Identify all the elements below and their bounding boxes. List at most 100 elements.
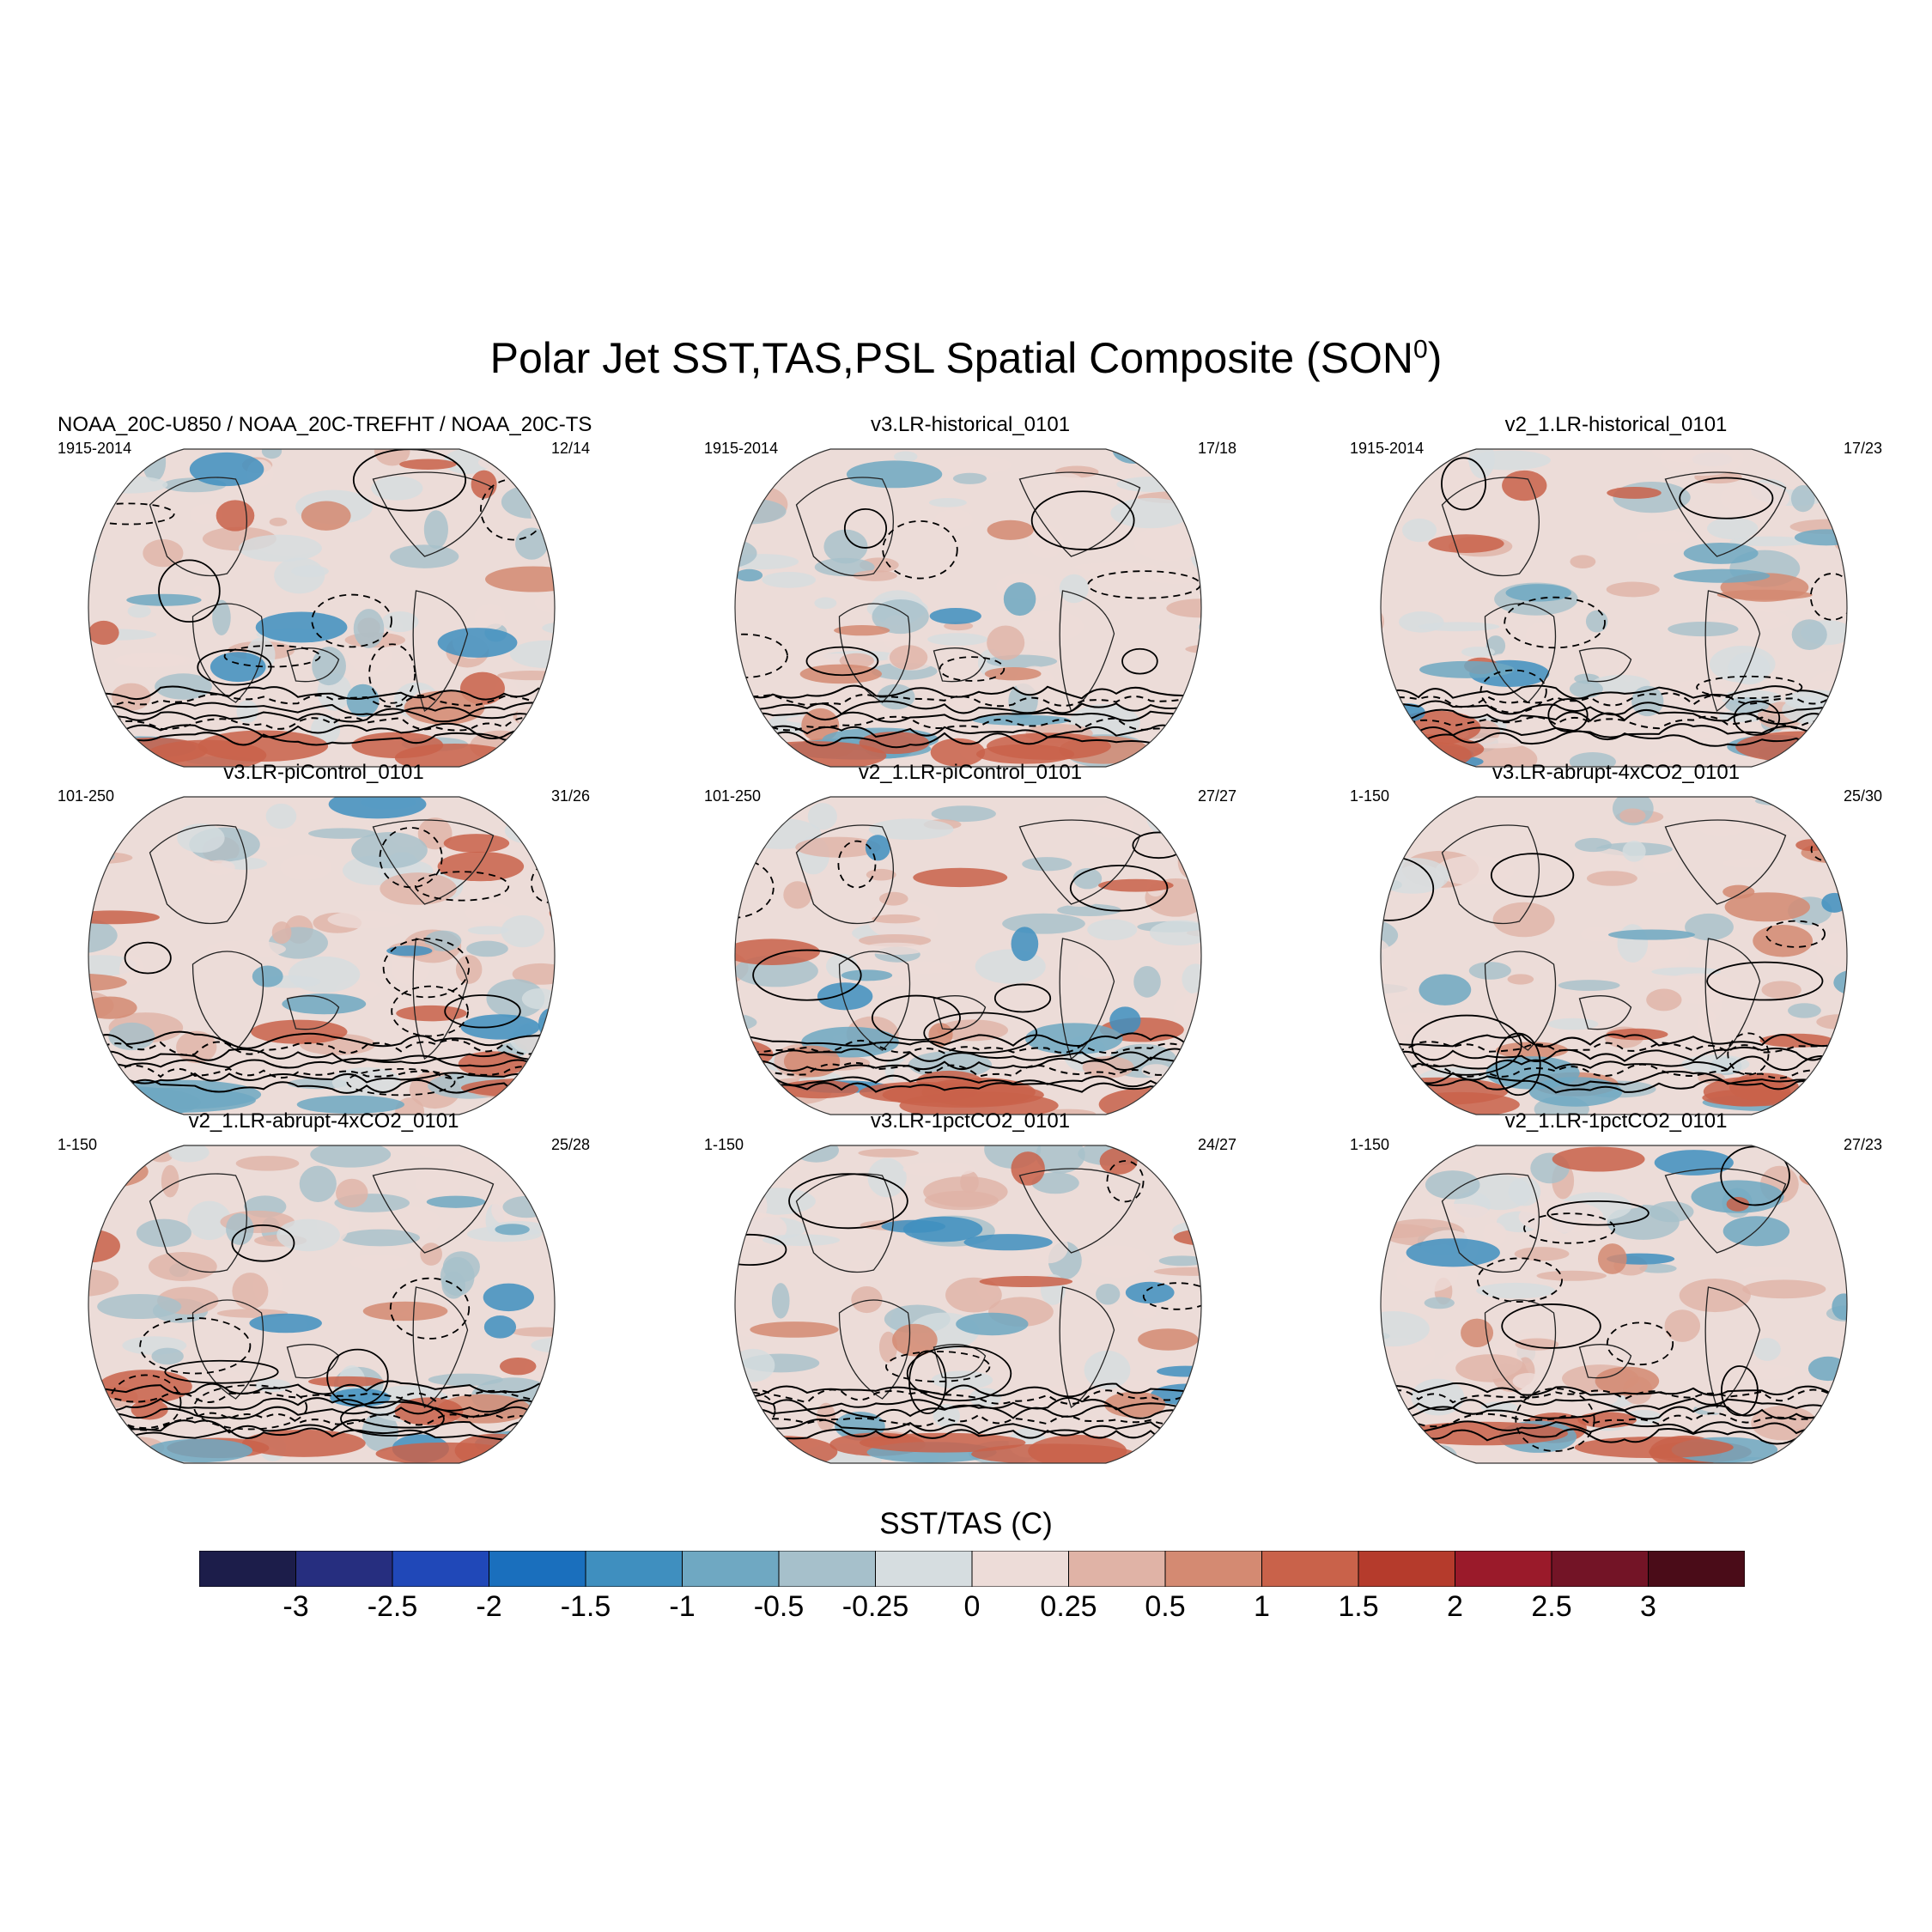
psl-contour — [444, 994, 521, 1029]
anomaly-patch — [945, 1277, 1002, 1313]
anomaly-patch — [817, 1402, 835, 1431]
anomaly-patch — [204, 860, 235, 875]
anomaly-patch — [1683, 542, 1759, 564]
anomaly-patch — [1138, 1328, 1199, 1351]
anomaly-patch — [1525, 622, 1557, 651]
anomaly-patch — [282, 993, 367, 1015]
anomaly-patch — [1679, 1279, 1751, 1313]
anomaly-patch — [276, 1218, 340, 1252]
anomaly-patch — [1595, 1366, 1660, 1396]
map-outline — [88, 1145, 556, 1464]
map-panel: v3.LR-abrupt-4xCO2_0101 1-150 25/30 — [1350, 761, 1882, 1115]
anomaly-patch — [1024, 1023, 1123, 1055]
psl-contour — [1381, 715, 1847, 730]
psl-contour — [389, 1277, 471, 1340]
colorbar-segment — [1551, 1551, 1649, 1587]
psl-contour — [735, 684, 1201, 700]
anomaly-patch — [984, 666, 1042, 681]
anomaly-patch — [531, 1337, 555, 1353]
anomaly-patch — [236, 700, 258, 723]
coastline — [149, 477, 247, 577]
psl-contour — [88, 1030, 555, 1049]
anomaly-patch — [1722, 859, 1771, 868]
anomaly-patch — [834, 625, 890, 636]
anomaly-patch — [1788, 1003, 1821, 1018]
anomaly-patch — [1003, 582, 1036, 617]
psl-contour — [158, 559, 221, 623]
map-outline — [88, 796, 556, 1115]
anomaly-patch — [1794, 529, 1847, 546]
anomaly-patch — [1145, 797, 1181, 835]
anomaly-patch — [1450, 1145, 1473, 1162]
anomaly-patch — [440, 1256, 475, 1297]
anomaly-patch — [362, 1301, 448, 1321]
panel-period: 1-150 — [1350, 787, 1390, 805]
anomaly-patch — [867, 1157, 907, 1198]
anomaly-patch — [931, 1370, 993, 1390]
anomaly-patch — [511, 1327, 555, 1337]
anomaly-patch — [1791, 619, 1827, 650]
anomaly-patch — [255, 611, 348, 643]
anomaly-patch — [554, 1269, 555, 1301]
anomaly-patch — [1821, 892, 1847, 913]
anomaly-patch — [1586, 871, 1637, 886]
anomaly-patch — [1725, 697, 1770, 714]
anomaly-patch — [1807, 1356, 1847, 1382]
anomaly-patch — [1205, 1188, 1232, 1203]
psl-contour — [88, 716, 555, 732]
world-map — [88, 448, 556, 768]
panel-period: 1915-2014 — [704, 440, 779, 457]
colorbar-tick-label: -0.5 — [753, 1590, 805, 1623]
anomaly-patch — [226, 1212, 254, 1245]
anomaly-patch — [972, 714, 1071, 726]
anomaly-patch — [1381, 814, 1419, 845]
map-outline — [734, 1145, 1202, 1464]
psl-contour — [88, 1048, 555, 1065]
anomaly-patch — [477, 452, 555, 473]
anomaly-patch — [814, 557, 875, 577]
anomaly-patch — [532, 1049, 555, 1088]
anomaly-patch — [1840, 708, 1847, 737]
panel-title: v2_1.LR-historical_0101 — [1504, 413, 1728, 436]
psl-contour — [735, 700, 1201, 715]
anomaly-patch — [735, 1449, 787, 1463]
anomaly-patch — [1401, 518, 1437, 543]
psl-contour — [1515, 1388, 1595, 1452]
anomaly-patch — [187, 1200, 232, 1241]
anomaly-patch — [232, 1273, 269, 1310]
anomaly-patch — [549, 900, 555, 926]
psl-contour — [1121, 647, 1158, 675]
psl-contour — [124, 941, 172, 975]
anomaly-patch — [88, 1373, 90, 1389]
anomaly-patch — [261, 449, 283, 459]
anomaly-patch — [1425, 1170, 1480, 1200]
anomaly-patch — [97, 1294, 182, 1320]
anomaly-patch — [841, 969, 893, 981]
anomaly-patch — [1753, 1338, 1781, 1361]
anomaly-patch — [1084, 1350, 1131, 1389]
anomaly-patch — [88, 1083, 120, 1113]
anomaly-patch — [1171, 1167, 1201, 1204]
anomaly-patch — [346, 683, 380, 718]
anomaly-patch — [1716, 589, 1813, 600]
anomaly-patch — [872, 598, 929, 635]
anomaly-patch — [1381, 1311, 1430, 1347]
anomaly-patch — [88, 849, 115, 864]
colorbar-segment — [489, 1551, 586, 1587]
anomaly-patch — [735, 1348, 775, 1382]
anomaly-patch — [1636, 530, 1691, 544]
anomaly-patch — [1468, 1175, 1532, 1211]
anomaly-patch — [783, 1045, 841, 1078]
anomaly-patch — [1646, 988, 1682, 1012]
psl-contour — [1733, 700, 1781, 736]
world-map — [734, 796, 1202, 1115]
anomaly-patch — [280, 854, 332, 880]
coastline — [1578, 995, 1632, 1030]
anomaly-patch — [1381, 938, 1383, 978]
psl-contour — [906, 1346, 1012, 1402]
anomaly-patch — [1173, 1145, 1201, 1158]
anomaly-patch — [1400, 1421, 1568, 1446]
anomaly-patch — [301, 501, 351, 531]
psl-contour — [735, 1428, 1201, 1441]
anomaly-patch — [1149, 1356, 1183, 1370]
